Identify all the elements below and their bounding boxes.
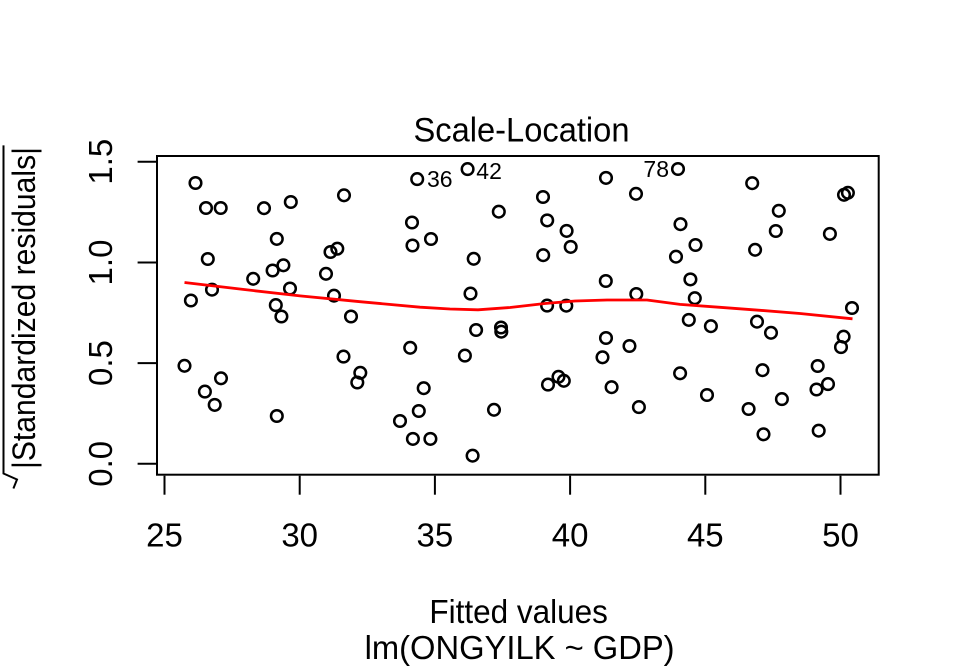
svg-text:Fitted values: Fitted values [429,593,608,630]
svg-text:|Standardized residuals|: |Standardized residuals| [6,147,42,469]
svg-text:0.5: 0.5 [82,340,119,386]
svg-text:30: 30 [281,516,318,553]
svg-text:1.5: 1.5 [82,139,119,185]
svg-text:25: 25 [146,516,183,553]
svg-text:45: 45 [687,516,724,553]
svg-text:40: 40 [552,516,589,553]
svg-text:42: 42 [476,158,502,184]
svg-text:Scale-Location: Scale-Location [414,112,630,150]
svg-text:50: 50 [822,516,859,553]
svg-text:35: 35 [417,516,454,553]
svg-text:lm(ONGYILK ~ GDP): lm(ONGYILK ~ GDP) [365,629,675,666]
svg-text:78: 78 [643,156,669,182]
svg-text:1.0: 1.0 [82,240,119,286]
svg-text:0.0: 0.0 [82,441,119,487]
svg-text:36: 36 [427,166,453,192]
